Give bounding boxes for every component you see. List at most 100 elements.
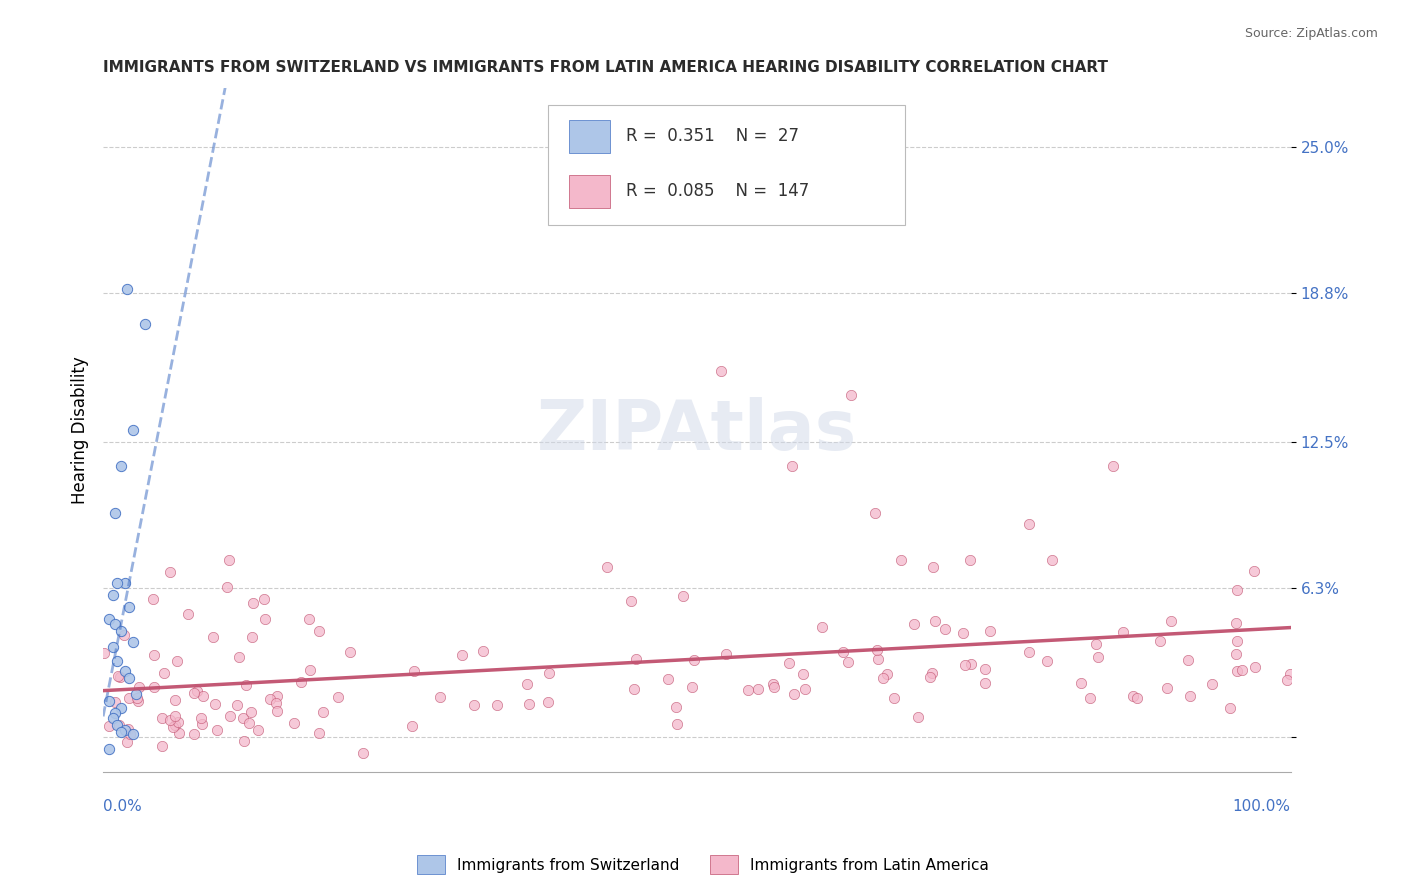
Point — [920, 670, 942, 684]
Point — [665, 700, 688, 714]
Point — [150, 739, 173, 753]
Point — [114, 664, 136, 678]
Text: R =  0.351    N =  27: R = 0.351 N = 27 — [626, 128, 799, 145]
Point — [1243, 659, 1265, 673]
Point — [623, 681, 645, 696]
Point — [973, 676, 995, 690]
Y-axis label: Hearing Disability: Hearing Disability — [72, 356, 89, 504]
Point — [921, 559, 943, 574]
Point — [266, 696, 288, 710]
Point — [308, 726, 330, 740]
Point — [165, 717, 187, 731]
Point — [118, 690, 141, 705]
Point — [537, 694, 560, 708]
Point — [298, 612, 321, 626]
Point — [204, 697, 226, 711]
Point — [352, 747, 374, 761]
Point — [232, 711, 254, 725]
Point — [183, 686, 205, 700]
Point — [112, 628, 135, 642]
Point — [626, 652, 648, 666]
Point — [159, 713, 181, 727]
Point — [737, 682, 759, 697]
Point — [1085, 637, 1108, 651]
Point — [1080, 691, 1102, 706]
Point — [101, 711, 124, 725]
Point — [839, 388, 862, 402]
Point — [283, 715, 305, 730]
Point — [339, 645, 361, 659]
Text: 0.0%: 0.0% — [103, 799, 142, 814]
Point — [1278, 666, 1301, 681]
Point — [121, 423, 143, 437]
Point — [166, 654, 188, 668]
Point — [290, 675, 312, 690]
Point — [1018, 644, 1040, 658]
Point — [1111, 624, 1133, 639]
Text: 100.0%: 100.0% — [1233, 799, 1291, 814]
Point — [98, 719, 121, 733]
Point — [538, 665, 561, 680]
Point — [429, 690, 451, 704]
Point — [108, 718, 131, 732]
Point — [240, 706, 263, 720]
Point — [235, 678, 257, 692]
Point — [921, 665, 943, 680]
Point — [143, 680, 166, 694]
Point — [516, 677, 538, 691]
Point — [101, 640, 124, 654]
Point — [903, 616, 925, 631]
Point — [1177, 653, 1199, 667]
Text: IMMIGRANTS FROM SWITZERLAND VS IMMIGRANTS FROM LATIN AMERICA HEARING DISABILITY : IMMIGRANTS FROM SWITZERLAND VS IMMIGRANT… — [103, 60, 1108, 75]
Point — [811, 620, 834, 634]
Point — [121, 727, 143, 741]
Point — [110, 670, 132, 684]
Point — [683, 653, 706, 667]
Point — [98, 612, 121, 626]
Point — [832, 645, 855, 659]
Point — [1178, 689, 1201, 703]
Point — [792, 667, 814, 681]
Point — [1201, 676, 1223, 690]
Point — [780, 458, 803, 473]
Point — [596, 560, 619, 574]
Point — [191, 689, 214, 703]
Point — [1149, 634, 1171, 648]
Point — [1156, 681, 1178, 696]
Point — [1226, 665, 1249, 679]
Point — [162, 720, 184, 734]
Point — [167, 714, 190, 729]
Point — [205, 723, 228, 738]
Point — [1122, 689, 1144, 703]
Point — [165, 693, 187, 707]
Point — [228, 650, 250, 665]
Point — [190, 711, 212, 725]
Legend: Immigrants from Switzerland, Immigrants from Latin America: Immigrants from Switzerland, Immigrants … — [412, 849, 994, 880]
Point — [402, 664, 425, 678]
Point — [471, 644, 494, 658]
Point — [959, 553, 981, 567]
Point — [517, 697, 540, 711]
Point — [308, 624, 330, 639]
Point — [868, 652, 890, 666]
Point — [1087, 650, 1109, 665]
Point — [266, 689, 288, 703]
Point — [115, 735, 138, 749]
Point — [783, 686, 806, 700]
Point — [104, 695, 127, 709]
Point — [120, 727, 142, 741]
Point — [117, 722, 139, 736]
Point — [883, 691, 905, 706]
Point — [762, 680, 785, 694]
Text: R =  0.085    N =  147: R = 0.085 N = 147 — [626, 182, 808, 200]
Point — [890, 553, 912, 567]
Point — [218, 553, 240, 567]
Text: Source: ZipAtlas.com: Source: ZipAtlas.com — [1244, 27, 1378, 40]
Point — [876, 667, 898, 681]
Point — [226, 698, 249, 713]
Point — [778, 656, 800, 670]
Point — [866, 643, 889, 657]
Point — [217, 580, 239, 594]
Point — [114, 723, 136, 737]
Point — [266, 704, 288, 718]
